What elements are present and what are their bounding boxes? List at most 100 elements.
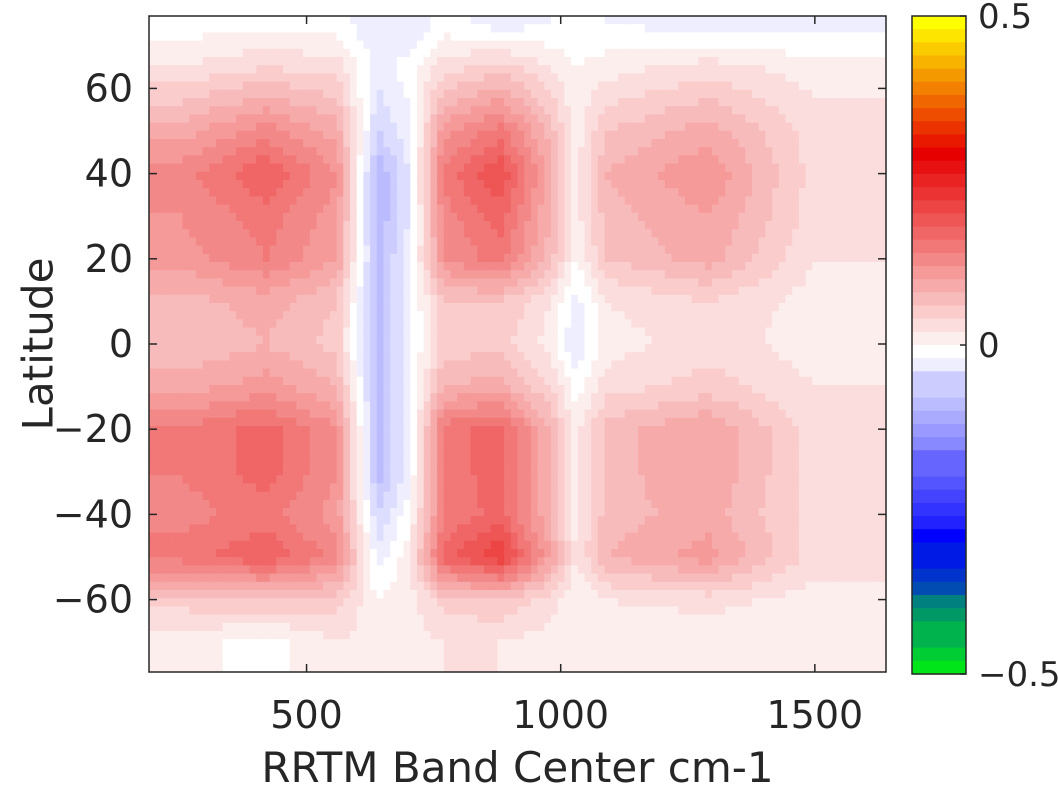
heatmap-cell xyxy=(463,65,472,74)
heatmap-cell xyxy=(658,335,666,345)
heatmap-cell xyxy=(222,294,230,304)
heatmap-cell xyxy=(209,229,217,238)
heatmap-cell xyxy=(309,229,318,238)
heatmap-cell xyxy=(785,352,793,361)
heatmap-cell xyxy=(169,327,177,337)
heatmap-cell xyxy=(671,311,679,320)
heatmap-cell xyxy=(403,196,411,206)
heatmap-cell xyxy=(859,245,867,255)
heatmap-cell xyxy=(390,237,398,247)
heatmap-cell xyxy=(664,237,673,247)
heatmap-cell xyxy=(155,122,163,132)
heatmap-cell xyxy=(202,155,210,165)
heatmap-cell xyxy=(557,81,565,91)
heatmap-cell xyxy=(229,89,237,99)
heatmap-cell xyxy=(819,303,827,312)
heatmap-cell xyxy=(819,106,827,115)
heatmap-cell xyxy=(376,204,385,214)
heatmap-cell xyxy=(437,229,445,238)
heatmap-cell xyxy=(725,40,733,50)
heatmap-cell xyxy=(363,360,371,370)
heatmap-cell xyxy=(484,106,492,115)
heatmap-cell xyxy=(497,98,505,107)
heatmap-cell xyxy=(765,245,773,255)
heatmap-cell xyxy=(343,270,351,279)
heatmap-cell xyxy=(839,114,847,124)
heatmap-cell xyxy=(443,188,452,197)
heatmap-cell xyxy=(584,196,592,206)
heatmap-cell xyxy=(564,212,572,222)
heatmap-cell xyxy=(564,73,572,83)
heatmap-cell xyxy=(296,368,304,378)
heatmap-cell xyxy=(778,81,787,91)
heatmap-cell xyxy=(778,278,787,288)
heatmap-cell xyxy=(262,245,271,255)
heatmap-cell xyxy=(450,253,458,263)
heatmap-cell xyxy=(705,262,713,271)
heatmap-cell xyxy=(149,48,157,58)
heatmap-cell xyxy=(879,16,887,25)
heatmap-cell xyxy=(557,368,565,378)
heatmap-cell xyxy=(839,368,847,378)
heatmap-cell xyxy=(510,57,519,66)
heatmap-cell xyxy=(269,303,277,312)
heatmap-cell xyxy=(685,376,693,386)
heatmap-cell xyxy=(423,40,431,50)
heatmap-cell xyxy=(624,196,632,206)
heatmap-cell xyxy=(658,376,666,386)
heatmap-cell xyxy=(303,147,311,156)
heatmap-cell xyxy=(189,385,197,394)
heatmap-cell xyxy=(229,270,237,279)
heatmap-cell xyxy=(872,262,880,271)
heatmap-cell xyxy=(678,155,686,165)
heatmap-cell xyxy=(765,32,773,42)
heatmap-cell xyxy=(343,212,351,222)
heatmap-cell xyxy=(564,270,572,279)
heatmap-cell xyxy=(182,196,190,206)
heatmap-cell xyxy=(644,344,653,353)
heatmap-cell xyxy=(591,16,599,25)
heatmap-cell xyxy=(336,130,344,140)
heatmap-cell xyxy=(423,196,431,206)
heatmap-cell xyxy=(524,221,532,230)
heatmap-cell xyxy=(691,368,699,378)
heatmap-cell xyxy=(363,319,371,329)
heatmap-cell xyxy=(363,262,371,271)
heatmap-cell xyxy=(363,352,371,361)
heatmap-cell xyxy=(785,122,793,132)
heatmap-cell xyxy=(524,262,532,271)
heatmap-cell xyxy=(450,163,458,173)
heatmap-cell xyxy=(189,98,197,107)
heatmap-cell xyxy=(195,106,204,115)
heatmap-cell xyxy=(651,311,659,320)
heatmap-cell xyxy=(865,196,874,206)
heatmap-cell xyxy=(765,57,773,66)
heatmap-cell xyxy=(879,188,887,197)
heatmap-cell xyxy=(517,57,525,66)
heatmap-cell xyxy=(350,262,358,271)
heatmap-cell xyxy=(229,286,237,296)
heatmap-cell xyxy=(430,114,438,124)
heatmap-cell xyxy=(638,122,646,132)
heatmap-cell xyxy=(309,352,318,361)
heatmap-cell xyxy=(289,106,297,115)
heatmap-cell xyxy=(705,155,713,165)
heatmap-cell xyxy=(169,212,177,222)
heatmap-cell xyxy=(276,327,284,337)
heatmap-cell xyxy=(410,73,418,83)
heatmap-cell xyxy=(437,352,445,361)
heatmap-cell xyxy=(410,40,418,50)
heatmap-cell xyxy=(376,229,385,238)
heatmap-cell xyxy=(470,262,478,271)
heatmap-cell xyxy=(417,253,425,263)
heatmap-cell xyxy=(718,368,726,378)
heatmap-cell xyxy=(236,278,244,288)
heatmap-cell xyxy=(236,319,244,329)
heatmap-cell xyxy=(691,130,699,140)
heatmap-cell xyxy=(477,73,485,83)
heatmap-cell xyxy=(557,286,565,296)
heatmap-cell xyxy=(591,122,599,132)
heatmap-cell xyxy=(785,327,793,337)
heatmap-cell xyxy=(470,311,478,320)
heatmap-cell xyxy=(443,303,452,312)
